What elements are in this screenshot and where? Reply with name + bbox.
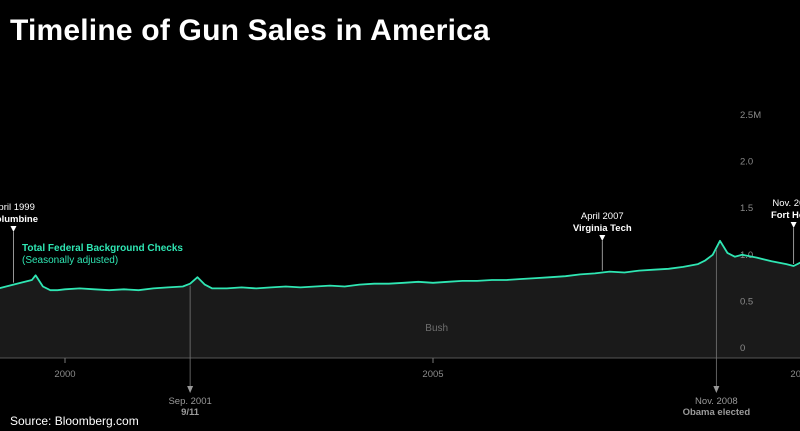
event-name: Fort Hood bbox=[771, 210, 800, 221]
y-tick-label: 2.0 bbox=[740, 157, 753, 168]
y-tick-label: 1.5 bbox=[740, 203, 753, 214]
event-date: Nov. 2008 bbox=[695, 396, 738, 407]
x-tick-label: 2010 bbox=[790, 369, 800, 380]
event-arrow bbox=[187, 386, 194, 393]
event-name: 9/11 bbox=[181, 407, 200, 418]
y-tick-label: 2.5M bbox=[740, 110, 761, 121]
event-name: Columbine bbox=[0, 214, 38, 225]
legend-series-name: Total Federal Background Checks bbox=[22, 243, 183, 254]
event-arrow bbox=[713, 386, 720, 393]
event-date: April 2007 bbox=[581, 211, 624, 222]
event-name: Virginia Tech bbox=[573, 223, 632, 234]
event-arrow bbox=[10, 226, 17, 232]
series-legend: Total Federal Background Checks (Seasona… bbox=[22, 243, 183, 267]
event-date: Sep. 2001 bbox=[168, 396, 211, 407]
y-tick-label: 0 bbox=[740, 343, 745, 354]
era-label: Bush bbox=[425, 323, 448, 334]
event-name: Obama elected bbox=[683, 407, 751, 418]
legend-series-note: (Seasonally adjusted) bbox=[22, 255, 119, 266]
series-line bbox=[0, 239, 800, 292]
event-arrow bbox=[790, 222, 797, 228]
event-date: Nov. 2009 bbox=[772, 198, 800, 209]
event-arrow bbox=[599, 235, 606, 241]
page-title: Timeline of Gun Sales in America bbox=[10, 14, 490, 47]
x-tick-label: 2005 bbox=[422, 369, 443, 380]
series-area bbox=[0, 240, 800, 358]
x-tick-label: 2000 bbox=[54, 369, 75, 380]
source-note: Source: Bloomberg.com bbox=[10, 414, 139, 428]
event-date: April 1999 bbox=[0, 202, 35, 213]
y-tick-label: 0.5 bbox=[740, 296, 753, 307]
